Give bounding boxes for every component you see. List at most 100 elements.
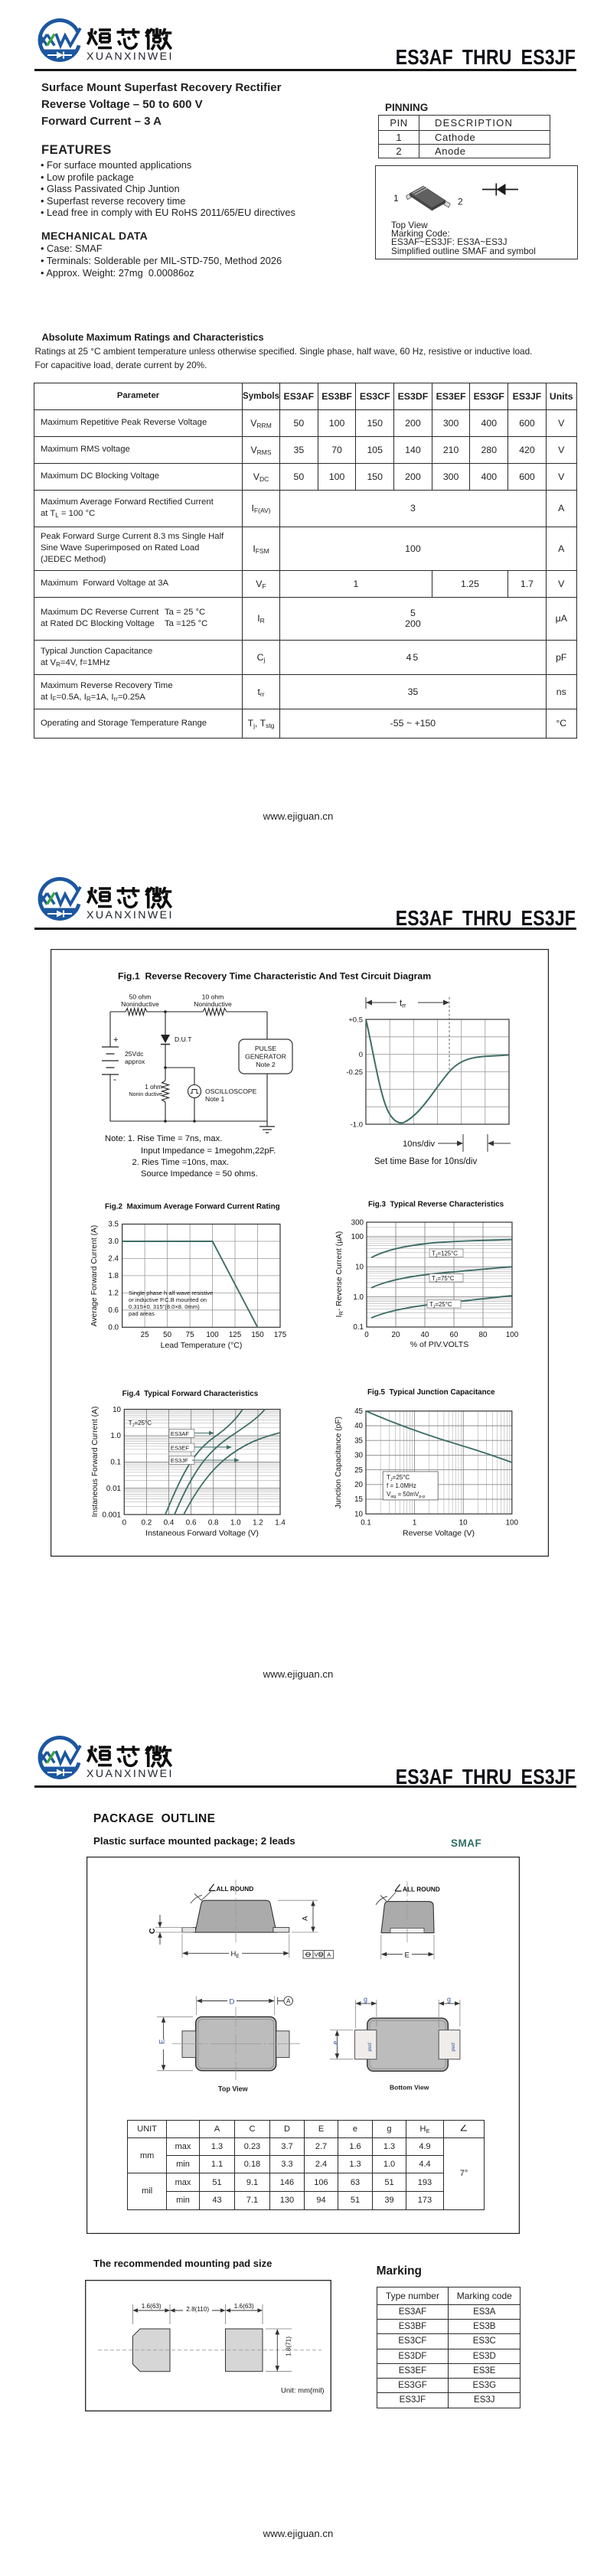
svg-text:1: 1: [393, 193, 399, 204]
svg-text:50 ohm: 50 ohm: [129, 993, 152, 1001]
svg-text:Lead Temperature (°C): Lead Temperature (°C): [161, 1341, 243, 1350]
svg-text:D.U.T: D.U.T: [175, 1035, 192, 1043]
svg-text:E: E: [158, 2040, 167, 2044]
svg-text:Single phase h alf wave resist: Single phase h alf wave resistive: [129, 1290, 213, 1296]
svg-text:0: 0: [364, 1331, 369, 1339]
svg-text:10: 10: [354, 1510, 363, 1518]
svg-text:+0.5: +0.5: [348, 1016, 363, 1025]
svg-text:20: 20: [354, 1481, 363, 1489]
svg-text:2.8(110): 2.8(110): [186, 2306, 209, 2313]
svg-text:Noninductive: Noninductive: [121, 1000, 159, 1008]
svg-text:Nonin ductive: Nonin ductive: [129, 1091, 162, 1097]
svg-text:1 ohm: 1 ohm: [145, 1084, 162, 1091]
svg-text:TJ=75°C: TJ=75°C: [432, 1275, 455, 1283]
svg-text:75: 75: [186, 1331, 194, 1339]
svg-text:1.8(71): 1.8(71): [286, 2336, 292, 2356]
svg-text:-1.0: -1.0: [351, 1121, 363, 1130]
svg-text:1.4: 1.4: [275, 1519, 286, 1528]
svg-text:OSCILLOSCOPE: OSCILLOSCOPE: [205, 1087, 257, 1095]
svg-text:1.2: 1.2: [253, 1519, 263, 1528]
svg-text:50: 50: [163, 1331, 171, 1339]
svg-text:Set time Base for 10ns/div: Set time Base for 10ns/div: [374, 1157, 477, 1166]
svg-text:TJ=25°C: TJ=25°C: [429, 1301, 452, 1309]
svg-text:0.6: 0.6: [108, 1306, 119, 1315]
svg-text:3.0: 3.0: [108, 1237, 119, 1246]
svg-text:25: 25: [354, 1466, 363, 1475]
svg-text:Noninductive: Noninductive: [194, 1000, 232, 1008]
svg-text:g: g: [364, 1995, 367, 2003]
svg-text:C: C: [148, 1928, 157, 1934]
svg-text:Top View: Top View: [218, 2085, 249, 2093]
svg-text:D: D: [230, 1997, 235, 2006]
svg-text:GENERATOR: GENERATOR: [245, 1053, 286, 1061]
svg-text:Unit: mm(mil): Unit: mm(mil): [281, 2387, 324, 2395]
svg-text:1.6(63): 1.6(63): [142, 2303, 162, 2310]
svg-text:TJ=125°C: TJ=125°C: [432, 1250, 458, 1258]
svg-text:40: 40: [421, 1331, 429, 1339]
svg-text:45: 45: [354, 1407, 363, 1416]
svg-text:V: V: [315, 1952, 318, 1958]
svg-text:Junction Capacitance (pF): Junction Capacitance (pF): [335, 1417, 343, 1508]
svg-text:0.1: 0.1: [110, 1459, 121, 1467]
svg-text:A: A: [286, 1998, 291, 2005]
svg-text:trr: trr: [400, 999, 406, 1009]
svg-text:1.2: 1.2: [108, 1290, 119, 1298]
svg-text:Fig.4 Typical Forward Charact: Fig.4 Typical Forward Characteristics: [122, 1390, 259, 1398]
svg-text:E: E: [405, 1951, 410, 1959]
svg-text:1.0: 1.0: [110, 1432, 121, 1440]
svg-text:f = 1.0MHz: f = 1.0MHz: [387, 1482, 416, 1489]
svg-text:15: 15: [354, 1495, 363, 1504]
svg-text:pad: pad: [451, 2043, 456, 2052]
svg-text:100: 100: [506, 1331, 519, 1339]
svg-text:XUANXINWEI: XUANXINWEI: [86, 1768, 174, 1780]
svg-text:Note 1: Note 1: [205, 1095, 225, 1103]
svg-text:XUANXINWEI: XUANXINWEI: [86, 909, 174, 921]
svg-text:10 ohm: 10 ohm: [202, 993, 224, 1001]
svg-text:100: 100: [351, 1233, 364, 1241]
svg-text:0.6: 0.6: [186, 1519, 197, 1528]
svg-text:TJ=25°C: TJ=25°C: [129, 1420, 152, 1428]
svg-text:Fig.3 Typical Reverse Charact: Fig.3 Typical Reverse Characteristics: [368, 1201, 504, 1209]
svg-text:100: 100: [206, 1331, 219, 1339]
svg-text:3.5: 3.5: [108, 1221, 119, 1229]
svg-text:0.001: 0.001: [102, 1511, 121, 1519]
svg-text:approx: approx: [125, 1058, 145, 1065]
svg-text:-0.25: -0.25: [346, 1068, 363, 1077]
svg-text:1: 1: [413, 1519, 416, 1528]
svg-text:HE: HE: [231, 1950, 240, 1959]
svg-text:2: 2: [458, 197, 463, 207]
svg-text:175: 175: [274, 1331, 287, 1339]
svg-text:% of PIV.VOLTS: % of PIV.VOLTS: [410, 1340, 468, 1349]
svg-text:0.2: 0.2: [142, 1519, 152, 1528]
svg-text:Average Forward Current (A): Average Forward Current (A): [90, 1225, 99, 1327]
svg-text:150: 150: [251, 1331, 264, 1339]
svg-text:+: +: [113, 1035, 118, 1045]
svg-text:0.01: 0.01: [106, 1485, 121, 1493]
svg-text:ES3EF: ES3EF: [171, 1445, 189, 1452]
svg-text:2.4: 2.4: [108, 1255, 119, 1264]
svg-text:ES3AF: ES3AF: [171, 1430, 189, 1437]
svg-text:IR- Reverse Current (µA): IR- Reverse Current (µA): [335, 1231, 344, 1318]
svg-text:TJ=25°C: TJ=25°C: [387, 1474, 410, 1482]
svg-text:100: 100: [506, 1519, 519, 1528]
svg-text:60: 60: [450, 1331, 459, 1339]
svg-text:A: A: [327, 1952, 331, 1958]
svg-text:Fig.1 Reverse Recovery Time C: Fig.1 Reverse Recovery Time Characterist…: [118, 971, 431, 982]
svg-text:g: g: [447, 1995, 451, 2003]
svg-text:or inductive P.C.B mounted on: or inductive P.C.B mounted on: [129, 1296, 207, 1303]
svg-text:XUANXINWEI: XUANXINWEI: [86, 51, 174, 63]
svg-text:10ns/div: 10ns/div: [403, 1140, 435, 1149]
svg-text:1.0: 1.0: [353, 1293, 364, 1302]
svg-text:Note 2: Note 2: [256, 1061, 276, 1068]
svg-text:ALL ROUND: ALL ROUND: [403, 1885, 440, 1893]
svg-text:10: 10: [459, 1519, 468, 1528]
svg-text:Fig.5 Typical Junction Capaci: Fig.5 Typical Junction Capacitance: [367, 1388, 495, 1397]
svg-text:Fig.2 Maximum Average Forward: Fig.2 Maximum Average Forward Current Ra…: [105, 1203, 280, 1211]
svg-text:0.0: 0.0: [108, 1324, 119, 1332]
svg-text:PULSE: PULSE: [255, 1045, 276, 1052]
svg-text:30: 30: [354, 1452, 363, 1460]
svg-text:35: 35: [354, 1436, 363, 1445]
svg-text:ALL ROUND: ALL ROUND: [217, 1885, 254, 1893]
svg-text:25: 25: [141, 1331, 149, 1339]
svg-text:1.8: 1.8: [108, 1272, 119, 1280]
